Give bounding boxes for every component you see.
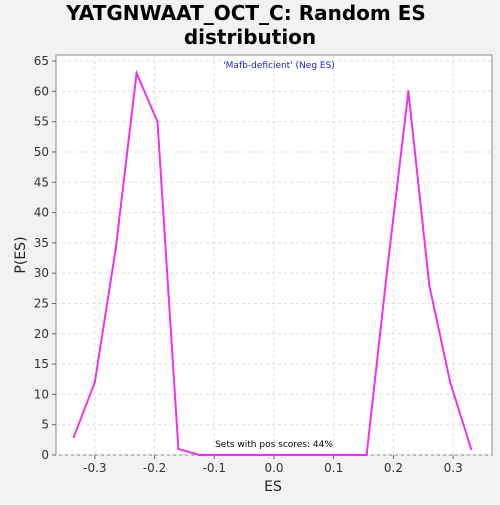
data-point [469,447,473,451]
y-tick-label: 65 [34,54,49,68]
y-tick-label: 40 [34,206,49,220]
data-point [260,453,264,457]
data-point [177,447,180,451]
y-axis-label: P(ES) [13,236,29,273]
series-points [72,71,473,457]
data-point [344,453,347,457]
y-tick-label: 25 [34,296,49,310]
y-tick-label: 20 [34,327,49,341]
annotation-bottom: Sets with pos scores: 44% [215,440,333,450]
axes: 0 5 10 15 20 25 30 35 40 45 50 55 60 65 -0.3 -0.2 -0.1 0.… [34,54,463,475]
data-point [407,90,410,93]
data-point [281,453,285,457]
annotation-top: 'Mafb-deficient' (Neg ES) [223,61,335,71]
x-axis-label: ES [264,479,282,495]
y-tick-label: 0 [41,448,49,462]
y-tick-label: 50 [34,145,49,159]
data-point [156,120,159,123]
data-point [198,453,201,457]
grid [56,55,492,456]
x-tick-label: 0.2 [384,461,403,475]
y-tick-label: 15 [34,357,49,371]
data-point [365,453,368,457]
chart-title-line1: YATGNWAAT_OCT_C: Random ES [65,1,426,25]
data-point [93,381,97,384]
y-tick-label: 60 [34,84,49,98]
data-point [239,453,243,457]
y-tick-label: 35 [34,236,49,250]
data-point [302,453,306,457]
x-tick-label: -0.2 [143,461,166,475]
data-point [219,453,222,457]
data-point [114,247,117,251]
x-tick-label: 0.3 [444,461,463,475]
x-tick-label: -0.1 [203,461,226,475]
data-point [135,71,138,75]
x-tick-label: -0.3 [83,461,106,475]
data-point [72,435,76,439]
series-line [72,69,473,456]
y-tick-label: 5 [41,418,49,432]
y-tick-label: 30 [34,266,49,280]
y-tick-label: 10 [34,387,49,401]
data-point [323,453,326,457]
y-tick-label: 45 [34,175,49,189]
chart-title-line2: distribution [184,25,316,49]
y-tick-label: 55 [34,115,49,129]
x-tick-label: 0.0 [264,461,283,475]
data-point [386,265,389,269]
data-point [428,284,431,287]
x-tick-label: 0.1 [324,461,343,475]
data-point [448,381,452,384]
